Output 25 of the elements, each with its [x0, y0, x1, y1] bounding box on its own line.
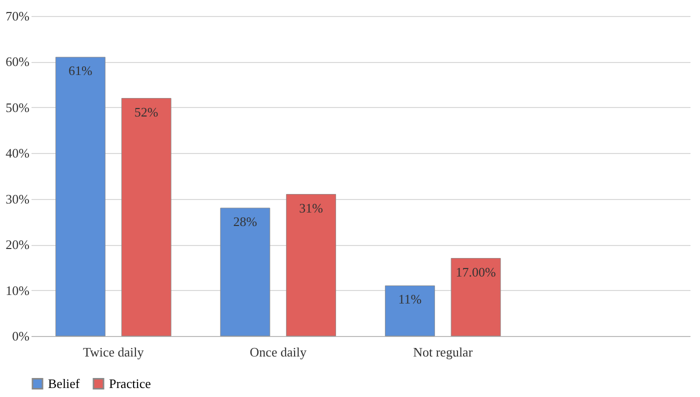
data-label: 31%	[299, 200, 324, 216]
x-tick-label: Not regular	[413, 344, 474, 360]
y-tick-label: 0%	[12, 328, 30, 344]
bar	[450, 258, 501, 336]
x-tick-label: Twice daily	[82, 344, 144, 360]
data-label: 17.00%	[456, 264, 496, 280]
y-tick-label: 60%	[6, 54, 30, 70]
data-label: 52%	[134, 104, 158, 120]
y-tick-label: 30%	[6, 191, 30, 206]
legend-label: Practice	[109, 376, 152, 391]
bar	[384, 285, 435, 336]
x-tick-label: Once daily	[250, 344, 307, 360]
bar	[121, 98, 172, 336]
data-label: 11%	[398, 292, 422, 307]
bar	[55, 56, 106, 336]
y-tick-label: 20%	[6, 237, 30, 252]
bar	[286, 194, 336, 336]
legend-label: Belief	[48, 376, 80, 391]
y-tick-label: 10%	[6, 282, 30, 298]
data-label: 28%	[233, 214, 258, 229]
bar	[220, 208, 270, 336]
y-tick-label: 50%	[6, 100, 30, 115]
data-label: 61%	[68, 63, 93, 78]
y-tick-label: 70%	[6, 8, 30, 24]
y-tick-label: 40%	[6, 146, 30, 161]
